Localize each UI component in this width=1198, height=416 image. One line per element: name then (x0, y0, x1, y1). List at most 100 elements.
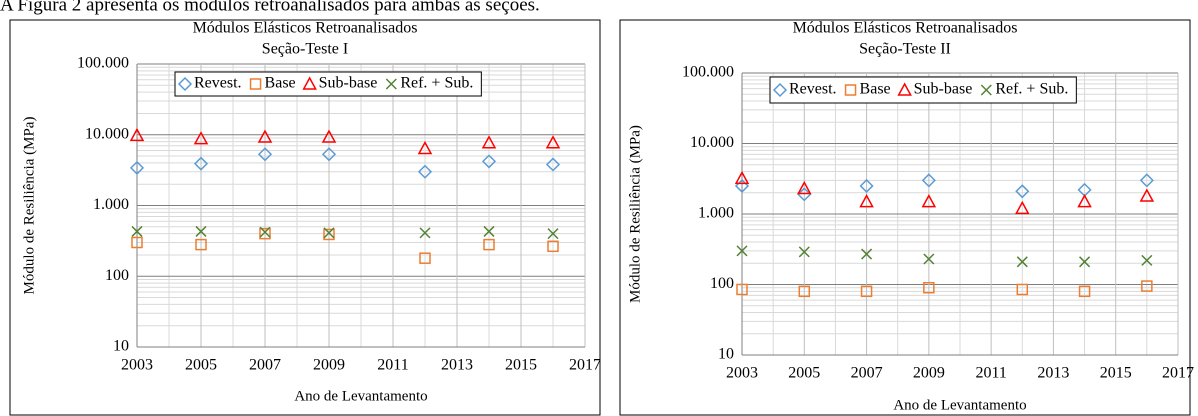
marker (859, 178, 874, 194)
marker (481, 135, 497, 149)
marker (545, 157, 561, 172)
marker (1141, 280, 1153, 292)
legend-label: Sub-base (914, 81, 973, 98)
marker (129, 127, 145, 142)
marker (417, 164, 433, 179)
x-tick-label: 2013 (441, 357, 473, 374)
legend-label: Base (265, 75, 296, 92)
legend-label: Ref. + Sub. (400, 75, 473, 92)
x-tick-label: 2017 (1162, 365, 1194, 382)
x-tick-label: 2009 (913, 365, 945, 382)
y-tick-label: 1.000 (93, 196, 129, 213)
legend-box (769, 76, 1077, 104)
y-tick-label: 10 (718, 346, 734, 363)
legend-label: Revest. (194, 75, 242, 92)
x-axis-label: Ano de Levantamento (893, 397, 1026, 413)
marker (1015, 184, 1030, 199)
x-tick-label: 2015 (1100, 365, 1132, 382)
legend-marker (980, 84, 992, 96)
marker (1078, 285, 1091, 298)
marker (547, 240, 559, 253)
x-tick-label: 2011 (975, 365, 1006, 382)
marker (131, 236, 143, 249)
marker (797, 180, 812, 195)
marker (1016, 256, 1028, 268)
marker (131, 225, 143, 237)
x-tick-label: 2011 (377, 357, 408, 374)
x-axis-label: Ano de Levantamento (294, 388, 427, 404)
marker (193, 131, 209, 145)
y-axis-label: Módulo de Resiliência (MPa) (627, 125, 643, 303)
marker (860, 285, 873, 298)
marker (1141, 254, 1153, 266)
legend-box (174, 71, 482, 97)
marker (736, 283, 748, 296)
marker (547, 228, 559, 240)
marker (797, 187, 812, 202)
x-tick-label: 2017 (569, 357, 601, 374)
marker (1139, 173, 1154, 188)
marker (859, 194, 874, 208)
marker (257, 147, 273, 162)
x-tick-label: 2009 (313, 357, 345, 374)
x-tick-label: 2003 (121, 357, 153, 374)
marker (861, 248, 873, 260)
marker (323, 228, 335, 241)
marker (483, 225, 495, 237)
marker (193, 156, 209, 171)
marker (483, 238, 495, 251)
marker (923, 253, 935, 265)
marker (195, 225, 207, 237)
x-tick-label: 2013 (1037, 365, 1069, 382)
marker (798, 246, 810, 258)
legend-marker (385, 78, 397, 90)
chart-subtitle: Seção-Teste I (262, 41, 348, 58)
x-tick-label: 2007 (851, 365, 883, 382)
y-tick-label: 100 (710, 275, 734, 292)
marker (417, 140, 433, 155)
chart-title: Módulos Elásticos Retroanalisados (793, 20, 1018, 37)
marker (321, 147, 337, 162)
marker (259, 226, 271, 238)
chart-subtitle: Seção-Teste II (859, 41, 951, 58)
marker (481, 154, 497, 169)
marker (923, 281, 935, 294)
legend-label: Revest. (789, 81, 837, 98)
marker (736, 245, 748, 257)
x-tick-label: 2015 (505, 357, 537, 374)
marker (921, 194, 937, 208)
y-axis-label: Módulo de Resiliência (MPa) (21, 117, 37, 295)
legend-marker (772, 82, 788, 98)
legend-marker (897, 82, 912, 96)
legend-marker (844, 84, 857, 96)
chart-frame (9, 19, 601, 416)
marker (545, 135, 561, 149)
marker (798, 285, 811, 298)
marker (1077, 194, 1092, 208)
x-tick-label: 2003 (726, 365, 758, 382)
body-text: A Figura 2 apresenta os módulos retroana… (0, 0, 540, 15)
chart-title: Módulos Elásticos Retroanalisados (193, 20, 418, 37)
chart-frame (619, 19, 1191, 416)
y-tick-label: 100.000 (77, 55, 129, 72)
legend-marker (249, 78, 262, 90)
y-tick-label: 100.000 (682, 64, 734, 81)
legend-label: Ref. + Sub. (995, 81, 1068, 98)
legend-label: Sub-base (319, 75, 378, 92)
y-tick-label: 1.000 (698, 205, 734, 222)
marker (323, 227, 335, 239)
marker (321, 129, 337, 143)
y-tick-label: 10.000 (690, 134, 734, 151)
marker (129, 160, 145, 175)
marker (419, 252, 431, 264)
x-tick-label: 2005 (788, 365, 820, 382)
legend-label: Base (860, 81, 891, 98)
y-tick-label: 10.000 (85, 125, 129, 142)
y-tick-label: 100 (105, 267, 129, 284)
marker (1015, 200, 1030, 215)
marker (734, 170, 750, 185)
legend-marker (177, 76, 193, 92)
legend-marker (302, 76, 317, 90)
marker (1016, 283, 1029, 296)
